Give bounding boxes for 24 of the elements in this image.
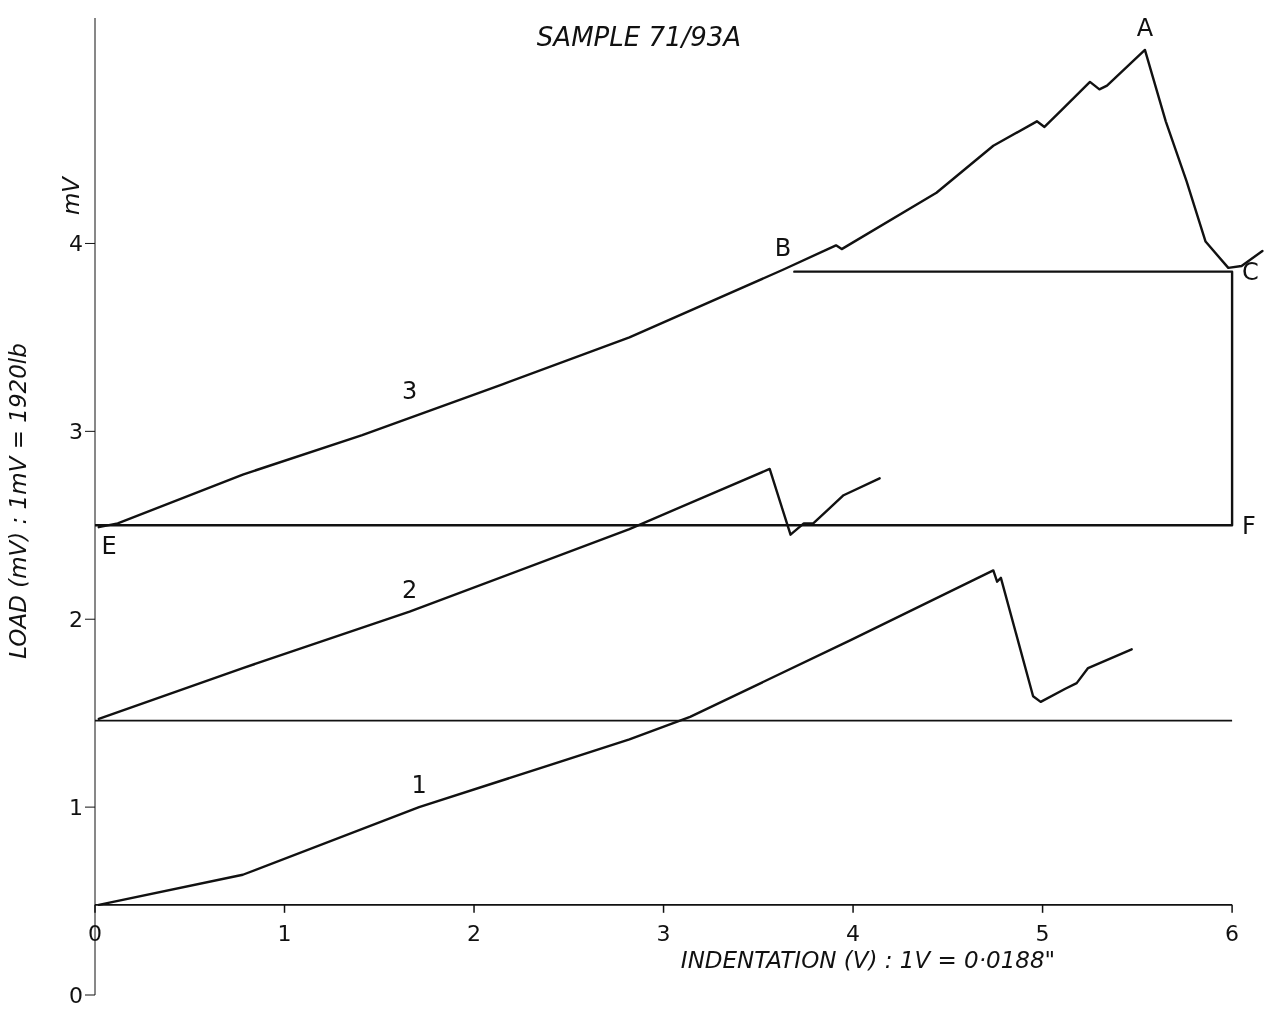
y-axis-title: LOAD (mV) : 1mV = 1920lb xyxy=(5,342,31,661)
x-tick-label: 1 xyxy=(277,920,292,946)
y-tick-label: 4 xyxy=(69,231,83,257)
annotation: 2 xyxy=(401,575,418,604)
annotation: A xyxy=(1136,13,1154,42)
annotation: 1 xyxy=(411,771,427,800)
x-tick-label: 4 xyxy=(846,920,861,946)
y-tick-label: 0 xyxy=(69,982,83,1008)
x-axis-title: INDENTATION (V) : 1V = 0·0188" xyxy=(679,946,1057,973)
y-tick-label: 3 xyxy=(69,419,83,445)
x-tick-label: 2 xyxy=(467,920,482,946)
annotation: E xyxy=(101,532,117,561)
annotation: F xyxy=(1242,511,1256,540)
x-tick-label: 0 xyxy=(88,920,102,946)
x-tick-label: 3 xyxy=(656,920,671,946)
x-tick-label: 5 xyxy=(1035,920,1050,946)
annotation: C xyxy=(1242,258,1259,287)
y-tick-label: 1 xyxy=(69,794,83,820)
y-tick-label: 2 xyxy=(69,607,83,633)
text: mV xyxy=(58,177,85,216)
x-tick-label: 6 xyxy=(1225,920,1240,946)
annotation: 3 xyxy=(401,376,418,405)
chart-title: SAMPLE 71/93A xyxy=(536,22,742,52)
annotation: B xyxy=(774,233,792,262)
